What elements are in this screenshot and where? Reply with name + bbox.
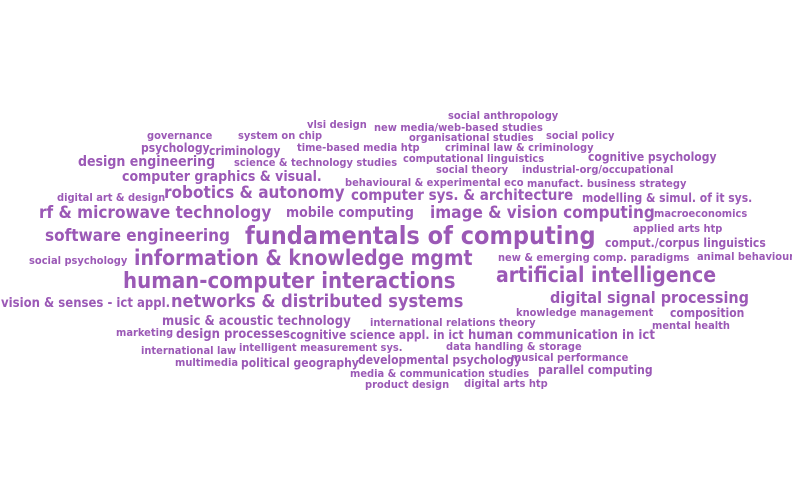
- word-musical-performance: musical performance: [511, 351, 629, 364]
- word-industrial-org-occupational: industrial-org/occupational: [522, 163, 674, 176]
- word-media-communication-studies: media & communication studies: [350, 367, 530, 380]
- word-computational-linguistics: computational linguistics: [403, 152, 545, 165]
- word-new-emerging-comp-paradigms: new & emerging comp. paradigms: [498, 251, 690, 264]
- word-parallel-computing: parallel computing: [538, 363, 653, 377]
- word-composition: composition: [670, 306, 745, 320]
- word-new-media-web-based-studies: new media/web-based studies: [374, 121, 543, 134]
- word-time-based-media-htp: time-based media htp: [297, 141, 420, 154]
- word-design-processes: design processes: [176, 327, 290, 342]
- word-international-law: international law: [141, 344, 237, 357]
- word-information-knowledge-mgmt: information & knowledge mgmt: [134, 246, 473, 270]
- word-fundamentals-of-computing: fundamentals of computing: [245, 221, 596, 250]
- word-system-on-chip: system on chip: [238, 129, 323, 142]
- word-social-theory: social theory: [436, 163, 509, 176]
- word-data-handling-storage: data handling & storage: [446, 340, 582, 353]
- word-robotics-autonomy: robotics & autonomy: [164, 183, 345, 203]
- word-social-anthropology: social anthropology: [448, 109, 559, 122]
- word-computer-graphics-visual: computer graphics & visual.: [122, 169, 322, 185]
- word-comput-corpus-linguistics: comput./corpus linguistics: [605, 236, 766, 250]
- word-music-acoustic-technology: music & acoustic technology: [162, 314, 351, 329]
- word-criminal-law-criminology: criminal law & criminology: [445, 141, 594, 154]
- word-vlsi-design: vlsi design: [307, 118, 367, 131]
- word-software-engineering: software engineering: [45, 226, 230, 246]
- word-digital-art-design: digital art & design: [57, 191, 166, 204]
- word-multimedia: multimedia: [175, 356, 239, 369]
- word-science-technology-studies: science & technology studies: [234, 156, 398, 169]
- word-mental-health: mental health: [652, 319, 730, 332]
- word-knowledge-management: knowledge management: [516, 306, 654, 319]
- word-image-vision-computing: image & vision computing: [430, 203, 655, 223]
- word-political-geography: political geography: [241, 356, 359, 370]
- word-human-computer-interactions: human-computer interactions: [123, 269, 456, 294]
- word-behavioural-experimental-eco: behavioural & experimental eco: [345, 176, 524, 189]
- word-applied-arts-htp: applied arts htp: [633, 222, 723, 235]
- word-criminology: criminology: [209, 144, 281, 158]
- word-networks-distributed-systems: networks & distributed systems: [171, 291, 464, 312]
- word-mobile-computing: mobile computing: [286, 205, 414, 221]
- word-marketing: marketing: [116, 326, 174, 339]
- word-animal-behaviour: animal behaviour: [697, 250, 792, 263]
- word-digital-arts-htp: digital arts htp: [464, 377, 548, 390]
- word-social-psychology: social psychology: [29, 254, 128, 267]
- word-artificial-intelligence: artificial intelligence: [496, 263, 717, 287]
- word-international-relations-theory: international relations theory: [370, 316, 536, 329]
- word-vision-senses-ict-appl: vision & senses - ict appl.: [1, 296, 171, 311]
- word-social-policy: social policy: [546, 129, 615, 142]
- word-cognitive-psychology: cognitive psychology: [588, 150, 717, 164]
- word-intelligent-measurement-sys: intelligent measurement sys.: [239, 341, 403, 354]
- word-digital-signal-processing: digital signal processing: [550, 288, 749, 307]
- word-manufact-business-strategy: manufact. business strategy: [527, 177, 687, 190]
- word-human-communication-in-ict: human communication in ict: [468, 328, 655, 343]
- word-product-design: product design: [365, 378, 450, 391]
- word-rf-microwave-technology: rf & microwave technology: [39, 203, 272, 223]
- word-cognitive-science-appl-in-ict: cognitive science appl. in ict: [290, 328, 464, 342]
- word-computer-sys-architecture: computer sys. & architecture: [351, 186, 574, 204]
- word-developmental-psychology: developmental psychology: [358, 353, 521, 367]
- word-organisational-studies: organisational studies: [409, 131, 534, 144]
- word-psychology: psychology: [141, 141, 210, 155]
- word-governance: governance: [147, 129, 213, 142]
- word-design-engineering: design engineering: [78, 154, 216, 170]
- word-macroeconomics: macroeconomics: [654, 207, 748, 220]
- word-modelling-simul-of-it-sys: modelling & simul. of it sys.: [582, 191, 753, 205]
